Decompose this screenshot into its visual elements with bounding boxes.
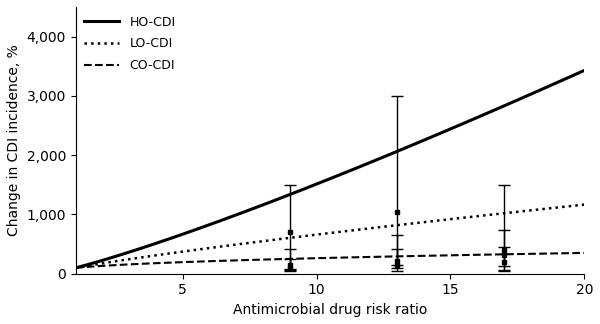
CO-CDI (74, 266, 81, 270)
X-axis label: Antimicrobial drug risk ratio: Antimicrobial drug risk ratio (233, 303, 427, 317)
HO-CDI (72, 266, 79, 270)
LO-CDI (383, 225, 391, 228)
LO-CDI (373, 226, 380, 229)
CO-CDI (501, 252, 508, 256)
CO-CDI (373, 255, 380, 259)
CO-CDI (375, 255, 382, 259)
LO-CDI (74, 266, 81, 270)
CO-CDI (581, 251, 588, 255)
CO-CDI (383, 255, 391, 259)
LO-CDI (501, 211, 508, 215)
LO-CDI (72, 266, 79, 270)
HO-CDI (375, 157, 382, 161)
HO-CDI (533, 90, 540, 94)
Line: CO-CDI: CO-CDI (76, 253, 584, 268)
CO-CDI (72, 266, 79, 270)
Line: HO-CDI: HO-CDI (76, 70, 584, 268)
LO-CDI (581, 203, 588, 207)
HO-CDI (74, 265, 81, 269)
CO-CDI (533, 252, 540, 256)
HO-CDI (373, 158, 380, 162)
HO-CDI (383, 154, 391, 157)
Legend: HO-CDI, LO-CDI, CO-CDI: HO-CDI, LO-CDI, CO-CDI (79, 11, 181, 77)
Y-axis label: Change in CDI incidence, %: Change in CDI incidence, % (7, 44, 21, 236)
HO-CDI (501, 104, 508, 108)
Line: LO-CDI: LO-CDI (76, 205, 584, 268)
LO-CDI (375, 226, 382, 229)
LO-CDI (533, 208, 540, 212)
HO-CDI (581, 68, 588, 72)
